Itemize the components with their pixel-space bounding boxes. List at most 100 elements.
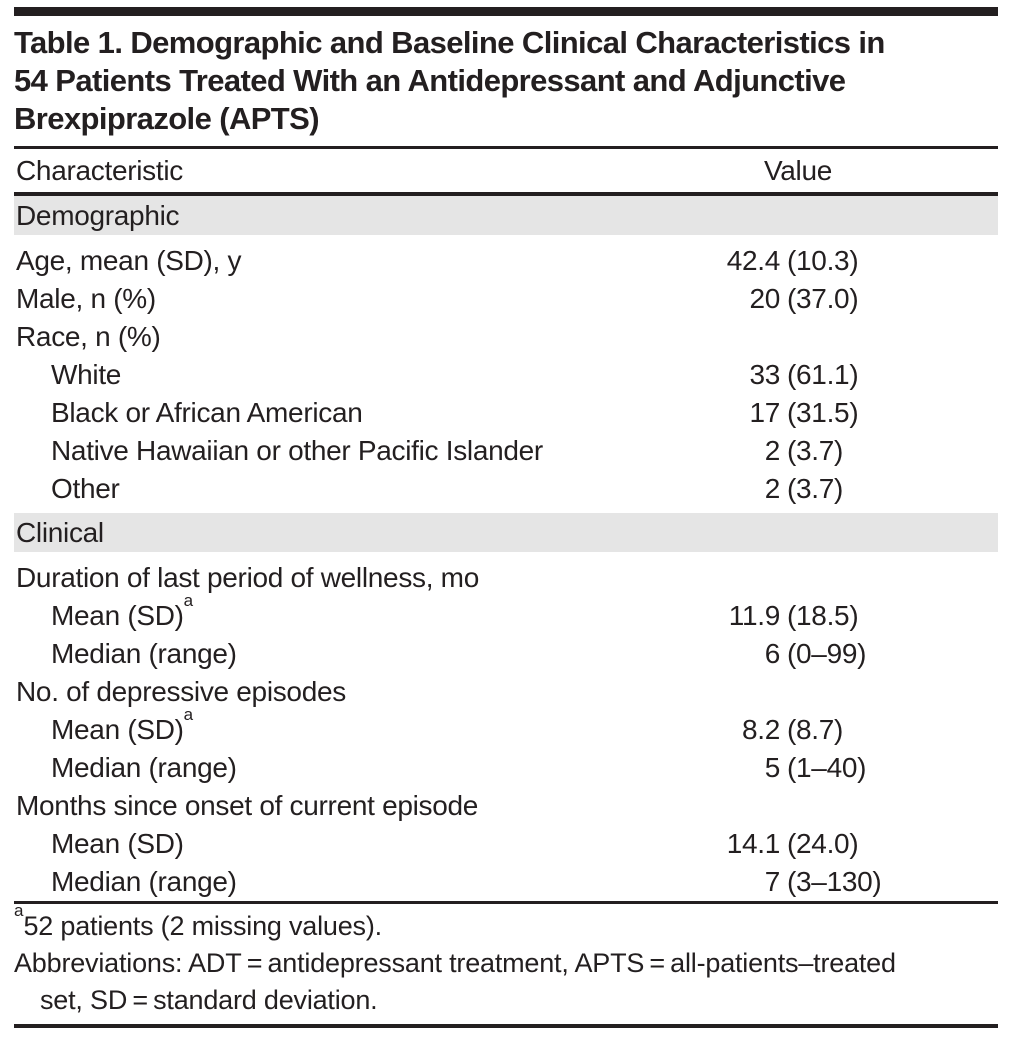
section-rows: Age, mean (SD), y 42.4 (10.3) Male, n (%… (14, 235, 998, 513)
row-value-stat (598, 673, 780, 711)
row-value-paren: (24.0) (787, 828, 859, 859)
table-row: Other 2 (3.7) (14, 470, 998, 508)
row-label-text: Mean (SD) (51, 600, 184, 631)
row-value-paren: (8.7) (787, 714, 844, 745)
row-label: Other (14, 470, 598, 508)
column-header-characteristic: Characteristic (16, 154, 183, 186)
footnote: a52 patients (2 missing values). (14, 902, 998, 945)
row-label-text: Age, mean (SD), y (16, 245, 242, 276)
row-label: Age, mean (SD), y (14, 242, 598, 280)
row-value-stat: 5 (764, 752, 781, 783)
footnote: Abbreviations: ADT = antidepressant trea… (14, 945, 998, 1019)
table-row: Mean (SD)a 8.2 (8.7) (14, 706, 998, 749)
table-section: Clinical Duration of last period of well… (14, 513, 998, 901)
row-value-stat: 11.9 (728, 600, 781, 631)
table-row: Mean (SD)a 11.9 (18.5) (14, 592, 998, 635)
row-label-text: Black or African American (51, 397, 363, 428)
footnote-marker: a (183, 590, 194, 610)
row-value-paren: (3–130) (787, 866, 882, 897)
table-section: Demographic Age, mean (SD), y 42.4 (10.3… (14, 196, 998, 513)
section-rows: Duration of last period of wellness, mo … (14, 552, 998, 901)
row-value-paren: (3.7) (787, 473, 844, 504)
row-label: Months since onset of current episode (14, 787, 598, 825)
row-value-paren: (37.0) (787, 283, 859, 314)
row-value-paren: (3.7) (787, 435, 844, 466)
row-value-stat: 2 (764, 473, 781, 504)
row-value-stat (598, 787, 780, 825)
row-value: 14.1 (24.0) (598, 825, 998, 863)
row-value: 42.4 (10.3) (598, 242, 998, 280)
table-row: Native Hawaiian or other Pacific Islande… (14, 432, 998, 470)
row-value (598, 673, 998, 711)
table-row: Median (range) 7 (3–130) (14, 863, 998, 901)
table-body: Demographic Age, mean (SD), y 42.4 (10.3… (14, 196, 998, 901)
table-row: Race, n (%) (14, 318, 998, 356)
row-value: 17 (31.5) (598, 394, 998, 432)
header-divider (14, 192, 998, 196)
row-label: Native Hawaiian or other Pacific Islande… (14, 432, 598, 470)
row-value-stat: 2 (764, 435, 781, 466)
row-label-text: Median (range) (51, 638, 237, 669)
row-value: 11.9 (18.5) (598, 597, 998, 635)
table-row: Median (range) 6 (0–99) (14, 635, 998, 673)
row-label: Duration of last period of wellness, mo (14, 559, 598, 597)
row-label-text: Native Hawaiian or other Pacific Islande… (51, 435, 543, 466)
table-row: Duration of last period of wellness, mo (14, 559, 998, 597)
row-label: Race, n (%) (14, 318, 598, 356)
row-label: Mean (SD) (14, 825, 598, 863)
section-header-label: Demographic (16, 200, 180, 231)
row-label-text: Months since onset of current episode (16, 790, 479, 821)
table-row: Mean (SD) 14.1 (24.0) (14, 825, 998, 863)
table-title-line: Brexpiprazole (APTS) (14, 101, 320, 136)
row-label: No. of depressive episodes (14, 673, 598, 711)
row-label: Black or African American (14, 394, 598, 432)
footnote-divider (14, 901, 998, 904)
table-row: Months since onset of current episode (14, 787, 998, 825)
footnote-line: set, SD = standard deviation. (40, 985, 378, 1015)
row-label: Median (range) (14, 635, 598, 673)
table-row: No. of depressive episodes (14, 673, 998, 711)
table-figure: Table 1. Demographic and Baseline Clinic… (14, 7, 998, 1028)
row-label-text: Mean (SD) (51, 714, 184, 745)
row-label-text: Mean (SD) (51, 828, 184, 859)
footnotes: a52 patients (2 missing values). Abbrevia… (14, 902, 998, 1019)
table-title-line: Table 1. Demographic and Baseline Clinic… (14, 25, 885, 60)
table-bottom-rule (14, 1024, 998, 1028)
row-value-stat: 8.2 (741, 714, 780, 745)
footnote-marker: a (14, 901, 24, 920)
row-label-text: Duration of last period of wellness, mo (16, 562, 479, 593)
footnote-line: Abbreviations: ADT = antidepressant trea… (14, 948, 896, 978)
title-divider (14, 146, 998, 149)
row-value-stat (598, 318, 780, 356)
row-label: Median (range) (14, 863, 598, 901)
row-value-stat: 17 (749, 397, 780, 428)
row-value-stat: 14.1 (726, 828, 781, 859)
row-value: 2 (3.7) (598, 432, 998, 470)
row-value: 33 (61.1) (598, 356, 998, 394)
row-label-text: Male, n (%) (16, 283, 156, 314)
row-value-stat: 42.4 (726, 245, 781, 276)
row-label: Median (range) (14, 749, 598, 787)
row-label: White (14, 356, 598, 394)
section-header: Clinical (14, 513, 998, 552)
row-value-paren: (31.5) (787, 397, 859, 428)
footnote-marker: a (183, 704, 194, 724)
row-value-paren: (1–40) (787, 752, 867, 783)
row-label-text: No. of depressive episodes (16, 676, 346, 707)
row-label-text: White (51, 359, 122, 390)
column-header-row: Characteristic Value (14, 149, 998, 192)
row-value-paren: (10.3) (787, 245, 859, 276)
row-value-paren: (61.1) (787, 359, 859, 390)
row-value: 8.2 (8.7) (598, 711, 998, 749)
row-value: 7 (3–130) (598, 863, 998, 901)
row-value-stat: 6 (764, 638, 781, 669)
row-value-stat (598, 559, 780, 597)
row-value-stat: 7 (764, 866, 781, 897)
table-row: Median (range) 5 (1–40) (14, 749, 998, 787)
row-value: 6 (0–99) (598, 635, 998, 673)
table-row: Male, n (%) 20 (37.0) (14, 280, 998, 318)
column-header-value: Value (763, 154, 833, 186)
row-value-stat: 33 (749, 359, 780, 390)
table-row: Age, mean (SD), y 42.4 (10.3) (14, 242, 998, 280)
row-label: Mean (SD)a (14, 706, 598, 749)
